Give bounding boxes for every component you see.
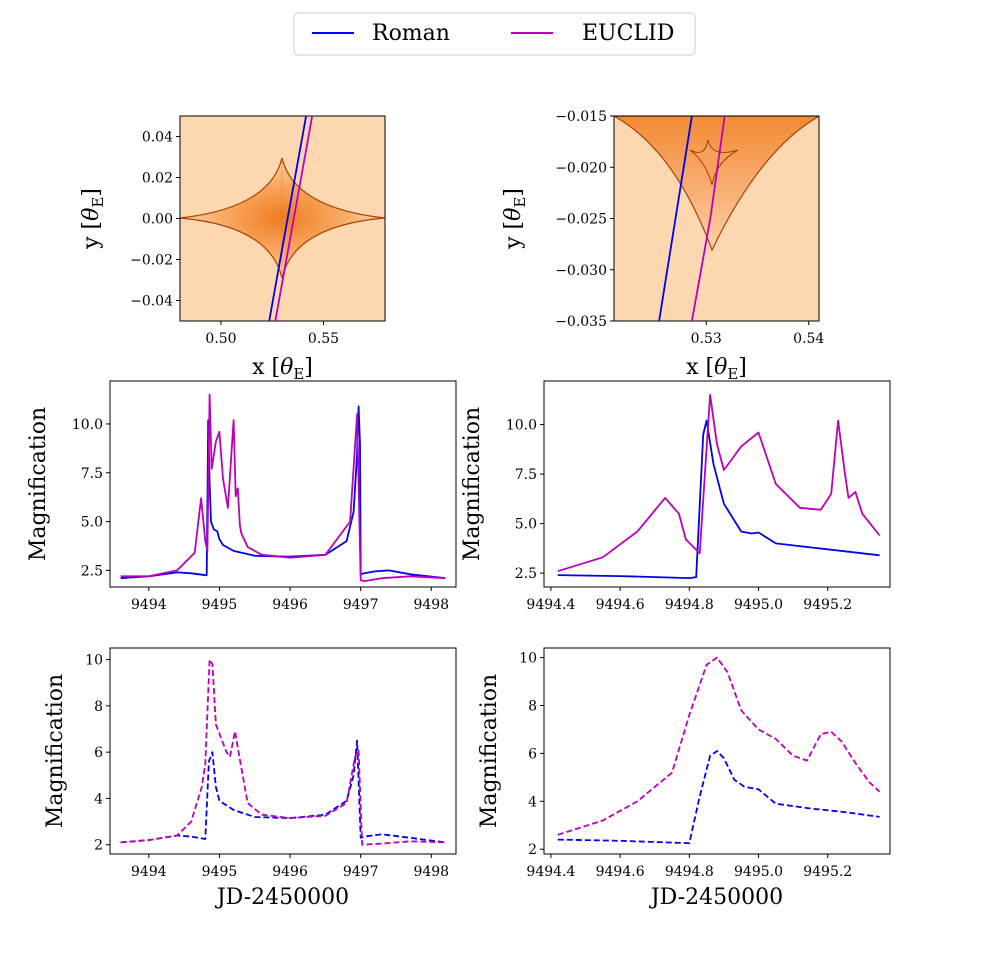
y-axis-label: Magnification [477, 674, 502, 828]
series-group-map_full [268, 116, 314, 321]
y-tick-label: 10.0 [72, 417, 103, 433]
series-group-lc_full_dashed [120, 658, 446, 846]
x-tick-label: 9495.0 [734, 864, 783, 880]
x-tick-label: 0.55 [308, 331, 339, 347]
axes-frame [109, 647, 457, 855]
y-tick-label: 7.5 [81, 466, 103, 482]
y-tick-label: 8 [94, 699, 103, 715]
x-tick-label: 9495.2 [803, 864, 852, 880]
y-tick-label: 10.0 [506, 418, 537, 434]
x-tick-label: 9495.0 [734, 597, 783, 613]
y-tick-label: 8 [528, 698, 537, 714]
y-tick-label: −0.02 [130, 253, 173, 269]
y-tick-label: 0.04 [142, 130, 173, 146]
y-tick-label: 2.5 [515, 566, 537, 582]
x-tick-label: 0.50 [205, 331, 236, 347]
x-tick-label: 9494.6 [596, 864, 645, 880]
panel-lc_zoom: 9494.4 9494.6 9494.8 9495.0 9495.2 2.5 5.0 7.5 1… [460, 380, 891, 613]
series-roman-line [268, 116, 307, 321]
series-group-lc_full [120, 393, 446, 582]
y-tick-label: 10 [85, 653, 103, 669]
y-tick-label: −0.015 [555, 109, 607, 125]
y-tick-label: −0.030 [555, 263, 607, 279]
legend-frame [293, 12, 696, 56]
x-tick-label: 9494.4 [526, 597, 575, 613]
legend-roman-label: Roman [372, 21, 450, 46]
y-axis-label: y [θE] [79, 188, 107, 250]
y-tick-label: 2.5 [81, 563, 103, 579]
y-axis-label: y [θE] [501, 188, 529, 250]
y-tick-label: 5.0 [81, 515, 103, 531]
y-tick-label: 6 [528, 746, 537, 762]
x-tick-label: 9496 [272, 864, 308, 880]
series-euclid-line [120, 658, 446, 846]
y-tick-label: −0.035 [555, 314, 607, 330]
y-axis-label: Magnification [460, 407, 485, 561]
x-axis-label: x [θE] [686, 355, 747, 383]
series-roman-line [120, 739, 446, 844]
y-tick-label: 5.0 [515, 517, 537, 533]
y-tick-label: 7.5 [515, 467, 537, 483]
x-tick-label: 0.54 [793, 331, 824, 347]
x-tick-label: 9494 [131, 597, 167, 613]
axes-frame [543, 647, 891, 855]
panel-map_zoom: 0.53 0.54 −0.035 −0.030 −0.025 −0.020 −0.015 y … [501, 109, 824, 383]
axes-frame [543, 380, 891, 588]
panel-map_full: 0.50 0.55 −0.04 −0.02 0.00 0.02 0.04 y [θE] x [θ… [79, 115, 386, 383]
axes-frame [109, 380, 457, 588]
x-tick-label: 9497 [343, 597, 379, 613]
series-euclid-line [557, 656, 881, 836]
x-tick-label: 9494 [131, 864, 167, 880]
magnification-map-zoom [614, 116, 819, 321]
x-tick-label: 9498 [413, 597, 449, 613]
x-tick-label: 9496 [272, 597, 308, 613]
x-tick-label: 9495.2 [803, 597, 852, 613]
series-roman-line [557, 750, 880, 845]
y-tick-label: −0.025 [555, 212, 607, 228]
series-roman-line [557, 419, 880, 579]
x-axis-label: JD-2450000 [215, 885, 349, 910]
series-group-map_zoom [658, 116, 726, 321]
series-group-lc_zoom_dashed [557, 656, 881, 845]
panel-lc_zoom_dashed: 9494.4 9494.6 9494.8 9495.0 9495.2 2 4 6 8 10 Magn… [477, 647, 891, 910]
x-tick-label: 9497 [343, 864, 379, 880]
y-tick-label: −0.020 [555, 160, 607, 176]
series-group-lc_zoom [557, 393, 881, 579]
y-axis-label: Magnification [43, 674, 68, 828]
x-tick-label: 9494.6 [596, 597, 645, 613]
series-euclid-line [120, 393, 446, 582]
series-euclid-line [557, 393, 881, 573]
series-euclid-line [691, 116, 726, 321]
series-roman-line [658, 116, 693, 321]
x-tick-label: 9494.8 [665, 864, 714, 880]
y-tick-label: 10 [519, 651, 537, 667]
y-tick-label: 6 [94, 745, 103, 761]
panel-lc_full_dashed: 9494 9495 9496 9497 9498 2 4 6 8 10 Magnification J… [43, 647, 457, 910]
series-euclid-line [274, 116, 314, 321]
x-tick-label: 9494.8 [665, 597, 714, 613]
x-tick-label: 0.53 [691, 331, 722, 347]
y-tick-label: 0.02 [142, 171, 173, 187]
magnification-map-full [180, 116, 385, 321]
x-tick-label: 9498 [413, 864, 449, 880]
legend: Roman EUCLID [293, 12, 696, 56]
y-tick-label: 2 [528, 842, 537, 858]
y-axis-label: Magnification [26, 407, 51, 561]
y-tick-label: −0.04 [130, 294, 173, 310]
x-tick-label: 9495 [202, 597, 238, 613]
y-tick-label: 0.00 [142, 212, 173, 228]
x-tick-label: 9495 [202, 864, 238, 880]
x-axis-label: x [θE] [252, 355, 313, 383]
y-tick-label: 4 [528, 794, 537, 810]
y-tick-label: 4 [94, 791, 103, 807]
series-roman-line [120, 405, 446, 580]
x-axis-label: JD-2450000 [649, 885, 783, 910]
panel-lc_full: 9494 9495 9496 9497 9498 2.5 5.0 7.5 10.0 Magnifi… [26, 380, 457, 613]
y-tick-label: 2 [94, 838, 103, 854]
legend-euclid-label: EUCLID [582, 21, 674, 46]
x-tick-label: 9494.4 [526, 864, 575, 880]
